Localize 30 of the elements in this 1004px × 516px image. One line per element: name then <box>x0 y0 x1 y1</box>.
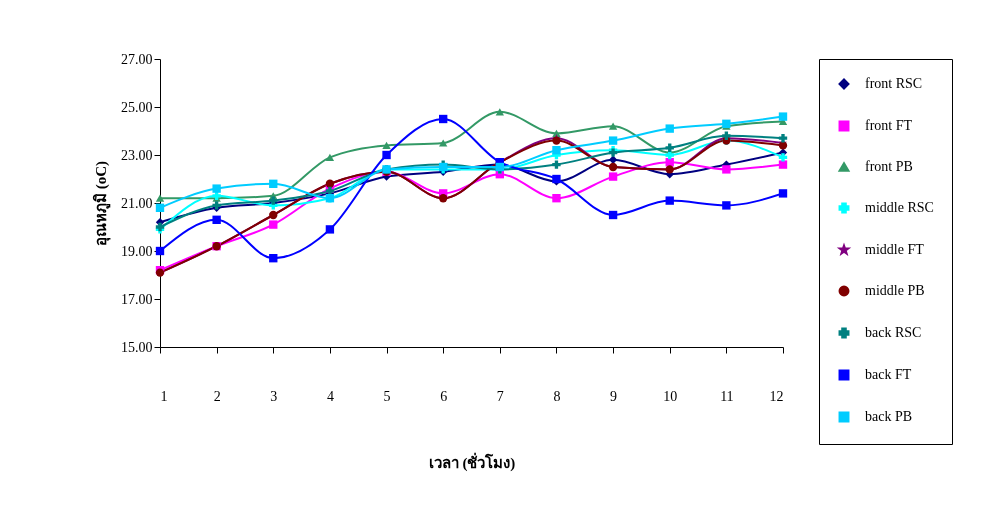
x-tick-label: 2 <box>213 388 221 404</box>
y-tick-label: 21.00 <box>121 195 153 211</box>
x-tick-label: 7 <box>496 388 504 404</box>
x-tick-label: 12 <box>769 388 784 404</box>
legend-label: middle RSC <box>865 200 934 215</box>
x-tick-label: 10 <box>663 388 678 404</box>
x-tick-label: 9 <box>610 388 618 404</box>
legend-label: middle PB <box>865 283 925 298</box>
x-tick-label: 1 <box>160 388 168 404</box>
x-tick-label: 11 <box>720 388 734 404</box>
x-tick-label: 6 <box>440 388 448 404</box>
y-tick-label: 15.00 <box>121 339 153 355</box>
y-tick-label: 19.00 <box>121 243 153 259</box>
legend-label: front RSC <box>865 76 923 91</box>
legend-label: back RSC <box>865 325 922 340</box>
legend-label: middle FT <box>865 242 925 257</box>
y-tick-label: 23.00 <box>121 147 153 163</box>
legend-label: front PB <box>865 159 913 174</box>
y-tick-label: 27.00 <box>121 51 153 67</box>
x-tick-label: 8 <box>553 388 561 404</box>
y-tick-label: 25.00 <box>121 99 153 115</box>
x-tick-label: 4 <box>326 388 334 404</box>
x-tick-label: 3 <box>270 388 278 404</box>
legend-label: back FT <box>865 367 912 382</box>
legend-label: front FT <box>865 118 913 133</box>
legend-label: back PB <box>865 409 913 424</box>
x-axis-title: เวลา (ชั่วโมง) <box>428 451 516 472</box>
x-tick-label: 5 <box>383 388 391 404</box>
y-tick-label: 17.00 <box>121 291 153 307</box>
y-axis-title: อุณหภูมิ (oC) <box>92 160 111 247</box>
